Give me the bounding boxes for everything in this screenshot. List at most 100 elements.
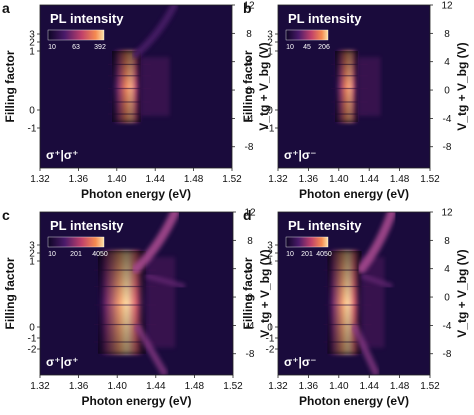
polarization-label: σ⁺|σ⁻ [284,355,316,369]
left-tick-label: 1 [29,47,35,58]
colorbar [285,29,329,41]
x-tick-label: 1.40 [107,174,127,185]
right-tick-label: -8 [443,349,452,360]
colorbar-tick-label: 10 [286,44,294,51]
right-tick-label: 8 [444,29,450,40]
x-tick-label: 1.44 [359,174,379,185]
x-tick-label: 1.52 [420,174,440,185]
band-tail [357,57,381,116]
right-tick-label: 12 [244,208,256,219]
colorbar-tick-label: 63 [72,44,80,51]
x-axis-label: Photon energy (eV) [81,187,191,201]
x-tick-label: 1.32 [30,174,50,185]
colorbar-tick-label: 4050 [92,251,108,258]
x-tick-label: 1.40 [329,381,349,392]
right-tick-label: 12 [243,1,255,12]
right-tick-label: 12 [441,1,453,12]
colorbar-title: PL intensity [288,218,362,233]
x-tick-label: 1.44 [145,174,165,185]
band-shade [112,51,141,122]
side-branch [360,273,393,289]
colorbar-tick-label: 206 [318,44,330,51]
right-axis-label: V_tg + V_bg (V) [257,42,271,130]
right-axis-label: V_tg + V_bg (V) [258,249,272,337]
right-tick-label: 4 [247,264,253,275]
panel-label: a [2,0,10,16]
right-tick-label: -8 [443,142,452,153]
left-tick-label: 1 [267,257,273,268]
left-tick-label: -1 [266,334,275,345]
plot-frame [277,211,431,376]
right-tick-label: 4 [444,57,450,68]
panel-label: d [243,207,252,223]
right-tick-label: 0 [247,293,253,304]
colorbar-tick-label: 10 [286,251,294,258]
band-shade [335,51,358,122]
plot-frame [39,211,234,376]
colorbar-title: PL intensity [50,218,124,233]
x-tick-label: 1.48 [390,174,410,185]
side-branch [145,273,186,289]
panel-label: c [2,207,10,223]
right-tick-label: -4 [246,321,255,332]
left-axis-label: Filling factor [3,50,17,122]
left-tick-label: 0 [267,106,273,117]
colorbar-tick-label: 4050 [316,251,332,258]
colorbar-tick-label: 201 [301,251,313,258]
band-tail [140,57,170,116]
colorbar-tick-label: 10 [48,44,56,51]
right-tick-label: 0 [444,86,450,97]
left-tick-label: 3 [29,30,35,41]
x-tick-label: 1.44 [359,381,379,392]
x-tick-label: 1.52 [223,381,243,392]
colorbar-tick-label: 201 [70,251,82,258]
lower-diagonal-feature [350,323,380,375]
diagonal-feature [132,212,180,274]
x-axis-label: Photon energy (eV) [299,187,409,201]
band-tail [146,256,176,348]
x-tick-label: 1.36 [299,174,319,185]
right-tick-label: 8 [444,236,450,247]
right-axis-label: V_tg + V_bg (V) [455,42,469,130]
right-tick-label: -8 [245,142,254,153]
right-tick-label: -4 [443,321,452,332]
polarization-label: σ⁺|σ⁺ [46,355,78,369]
left-tick-label: 2 [29,38,35,49]
right-tick-label: 12 [441,208,453,219]
right-axis-label: V_tg + V_bg (V) [455,249,469,337]
left-tick-label: 3 [267,241,273,252]
polarization-label: σ⁺|σ⁻ [284,148,316,162]
colorbar-tick-label: 45 [303,44,311,51]
left-tick-label: 0 [29,323,35,334]
right-tick-label: -8 [246,349,255,360]
x-tick-label: 1.48 [185,381,205,392]
colorbar [47,236,105,248]
x-tick-label: 1.32 [268,381,288,392]
x-tick-label: 1.48 [184,174,204,185]
lower-diagonal-feature [133,323,169,375]
left-axis-label: Filling factor [3,257,17,329]
left-tick-label: -1 [28,334,37,345]
left-tick-label: 0 [29,106,35,117]
heatmap-content [331,51,381,122]
x-tick-label: 1.40 [329,174,349,185]
diagonal-feature [357,212,397,274]
left-axis-label: Filling factor [241,257,255,329]
left-tick-label: 0 [267,323,273,334]
plot-frame [277,4,431,169]
colorbar-tick-label: 392 [94,44,106,51]
left-tick-label: -1 [266,124,275,135]
colorbar [285,236,329,248]
left-tick-label: -2 [266,345,275,356]
x-tick-label: 1.36 [299,381,319,392]
x-tick-label: 1.48 [390,381,410,392]
right-tick-label: -4 [443,114,452,125]
colorbar [47,29,105,41]
right-tick-label: 0 [444,293,450,304]
right-tick-label: 8 [246,29,252,40]
heatmap-content [93,212,186,375]
